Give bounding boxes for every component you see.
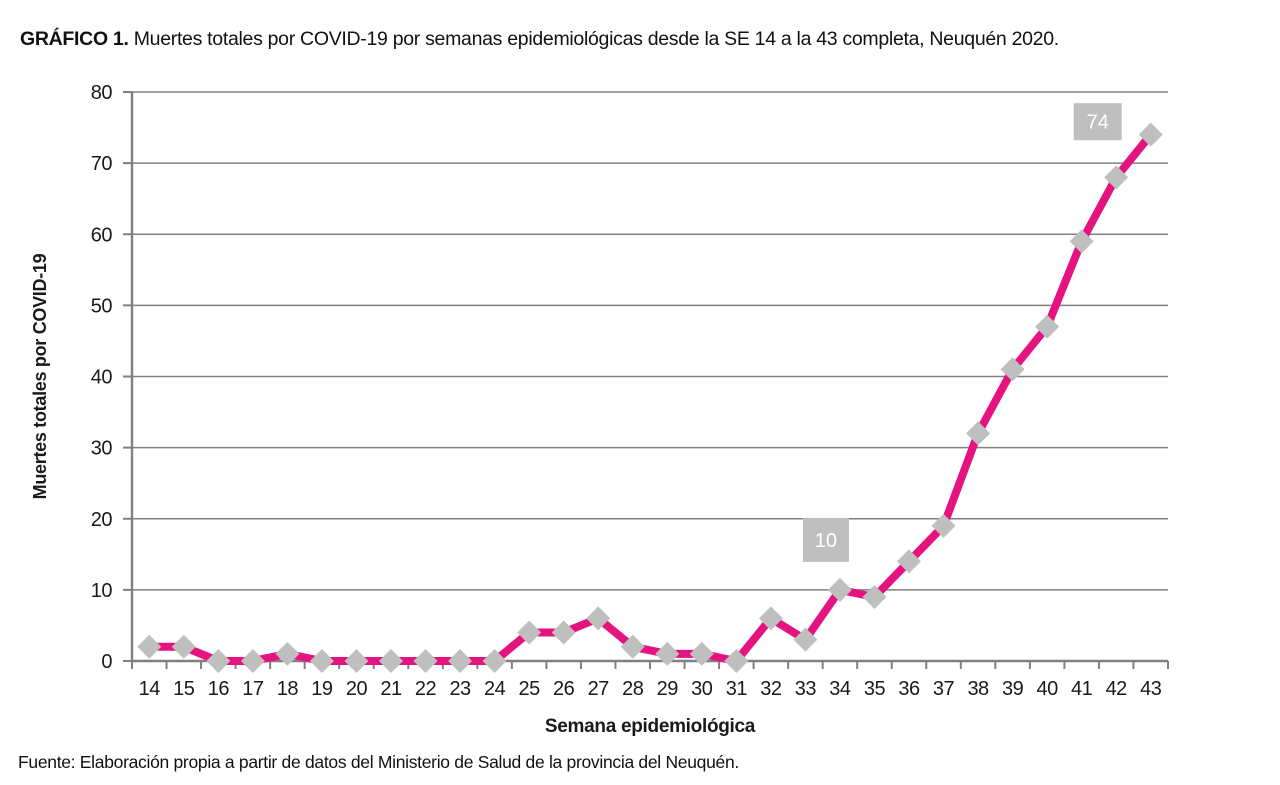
x-tick-label: 33 [795, 678, 817, 700]
y-tick-label: 60 [91, 224, 113, 246]
data-point-marker [517, 620, 542, 645]
chart-title-prefix: GRÁFICO 1. [20, 28, 129, 50]
data-point-marker [655, 641, 680, 666]
y-tick-label: 30 [91, 438, 113, 460]
x-tick-label: 31 [726, 678, 748, 700]
data-point-marker [862, 584, 887, 609]
x-axis-title: Semana epidemiológica [544, 716, 756, 737]
data-point-marker [586, 606, 611, 631]
x-tick-label: 16 [208, 678, 230, 700]
y-tick-label: 70 [91, 153, 113, 175]
data-point-marker [689, 641, 714, 666]
data-point-marker [240, 649, 265, 673]
data-point-marker [1138, 122, 1163, 147]
x-tick-label: 19 [311, 678, 333, 700]
x-axis-labels: 14 15 16 17 18 19 20 21 22 23 24 25 26 27 28 29 30 31 32 33… [139, 678, 1163, 700]
data-line [145, 130, 1155, 665]
x-tick-label: 24 [484, 678, 506, 700]
x-tick-label: 15 [173, 678, 195, 700]
x-tick-label: 17 [242, 678, 264, 700]
x-tick-label: 29 [657, 678, 679, 700]
data-point-marker [966, 421, 991, 446]
data-label-text: 10 [815, 530, 837, 552]
x-tick-label: 18 [277, 678, 299, 700]
data-point-marker [620, 634, 645, 659]
x-tick-label: 41 [1071, 678, 1093, 700]
source-note: Fuente: Elaboración propia a partir de d… [18, 752, 739, 772]
data-point-marker [827, 577, 852, 602]
data-point-marker [137, 634, 162, 659]
data-point-marker [309, 649, 334, 673]
x-tick-label: 23 [449, 678, 471, 700]
x-tick-label: 32 [760, 678, 782, 700]
data-point-marker [448, 649, 473, 673]
data-point-marker [551, 620, 576, 645]
data-labels: 10 74 [802, 103, 1122, 562]
y-tick-label: 80 [91, 82, 113, 104]
data-label-box [802, 517, 849, 562]
x-tick-label: 28 [622, 678, 644, 700]
x-tick-label: 26 [553, 678, 575, 700]
x-tick-label: 20 [346, 678, 368, 700]
data-point-marker [724, 649, 749, 673]
data-point-marker [379, 649, 403, 673]
data-point-marker [1069, 229, 1094, 254]
data-point-marker [275, 641, 300, 666]
data-point-marker [1104, 165, 1129, 190]
data-point-marker [758, 606, 783, 631]
y-tick-label: 10 [91, 580, 113, 602]
y-axis-labels: 0 10 20 30 40 50 60 70 80 [91, 82, 113, 673]
data-point-marker [344, 649, 369, 673]
data-point-marker [206, 649, 231, 673]
x-tick-label: 30 [691, 678, 713, 700]
x-tick-label: 39 [1002, 678, 1024, 700]
x-tick-label: 36 [898, 678, 920, 700]
y-tick-label: 20 [91, 509, 113, 531]
data-label-box [1073, 103, 1122, 141]
data-point-marker [793, 627, 818, 652]
y-tick-label: 0 [101, 651, 112, 673]
data-point-marker [413, 649, 438, 673]
x-tick-label: 14 [139, 678, 161, 700]
data-point-marker [171, 634, 196, 659]
data-markers [137, 122, 1163, 673]
x-tick-label: 42 [1106, 678, 1128, 700]
y-tick-label: 40 [91, 367, 113, 389]
x-tick-label: 25 [519, 678, 541, 700]
data-point-marker [482, 649, 507, 673]
x-tick-label: 22 [415, 678, 437, 700]
data-point-marker [1000, 357, 1025, 382]
x-tick-label: 35 [864, 678, 886, 700]
x-tick-label: 21 [380, 678, 402, 700]
chart-title: GRÁFICO 1. Muertes totales por COVID-19 … [20, 28, 1059, 51]
x-tick-label: 43 [1140, 678, 1162, 700]
y-axis-title: Muertes totales por COVID-19 [30, 253, 50, 500]
chart-title-text: Muertes totales por COVID-19 por semanas… [128, 28, 1059, 50]
data-label-text: 74 [1087, 112, 1109, 134]
x-tick-label: 38 [967, 678, 989, 700]
data-point-marker [931, 513, 956, 538]
x-tick-label: 37 [933, 678, 955, 700]
data-point-marker [1035, 314, 1060, 339]
x-tick-label: 40 [1037, 678, 1059, 700]
x-tick-label: 34 [829, 678, 851, 700]
data-point-marker [897, 549, 921, 574]
gridlines [123, 91, 1168, 662]
y-tick-label: 50 [91, 295, 113, 317]
x-tick-label: 27 [588, 678, 610, 700]
